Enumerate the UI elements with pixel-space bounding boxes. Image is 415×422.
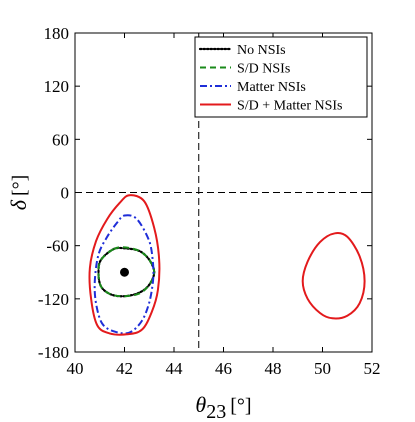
x-axis-label: θ23 [°] [195, 392, 251, 422]
contour-matter-nsis-1 [93, 214, 155, 335]
x-axis-subscript: 23 [206, 401, 226, 422]
x-tick-label: 44 [166, 359, 184, 378]
x-tick-label: 42 [116, 359, 133, 378]
legend: No NSIs S/D NSIs Matter NSIs S/D + Matter N… [194, 36, 368, 118]
legend-label-s-d-matter-nsis: S/D + Matter NSIs [237, 99, 343, 114]
best-fit-layer [120, 267, 129, 277]
x-tick-label: 48 [265, 359, 282, 378]
legend-label-matter-nsis: Matter NSIs [237, 80, 306, 95]
legend-box [194, 36, 368, 118]
contour-s-d-matter-nsis-1 [88, 194, 161, 336]
y-tick-label: 120 [44, 77, 70, 96]
legend-label-no-nsis: No NSIs [237, 43, 286, 58]
y-axis-label: δ [°] [6, 175, 31, 211]
x-tick-label: 46 [215, 359, 232, 378]
x-axis-unit: [°] [230, 395, 251, 417]
series-s-d-matter-nsis [88, 194, 366, 336]
y-tick-label: -60 [46, 237, 69, 256]
y-tick-label: 60 [52, 130, 69, 149]
contour-series [88, 194, 366, 336]
y-tick-label: 0 [61, 184, 70, 203]
y-tick-label: -120 [38, 290, 69, 309]
x-tick-label: 50 [314, 359, 331, 378]
contour-s-d-matter-nsis-2 [301, 231, 366, 320]
x-tick-label: 52 [364, 359, 381, 378]
y-axis-unit: [°] [9, 175, 31, 196]
y-tick-label: 180 [44, 24, 70, 43]
x-axis-symbol: θ [195, 392, 206, 417]
contour-s-d-nsis-1 [97, 246, 156, 298]
best-fit-point [120, 267, 129, 277]
legend-items: No NSIs S/D NSIs Matter NSIs S/D + Matter N… [198, 43, 343, 114]
y-axis-symbol: δ [6, 199, 31, 210]
series-s-d-nsis [97, 246, 156, 298]
series-matter-nsis [93, 214, 155, 335]
x-tick-label: 40 [67, 359, 84, 378]
axis-ticks: 40 42 44 46 48 50 52 -180 -120 -60 0 60 120 180 [38, 24, 381, 378]
legend-label-s-d-nsis: S/D NSIs [237, 62, 290, 77]
reference-lines [75, 33, 372, 352]
y-tick-label: -180 [38, 343, 69, 362]
